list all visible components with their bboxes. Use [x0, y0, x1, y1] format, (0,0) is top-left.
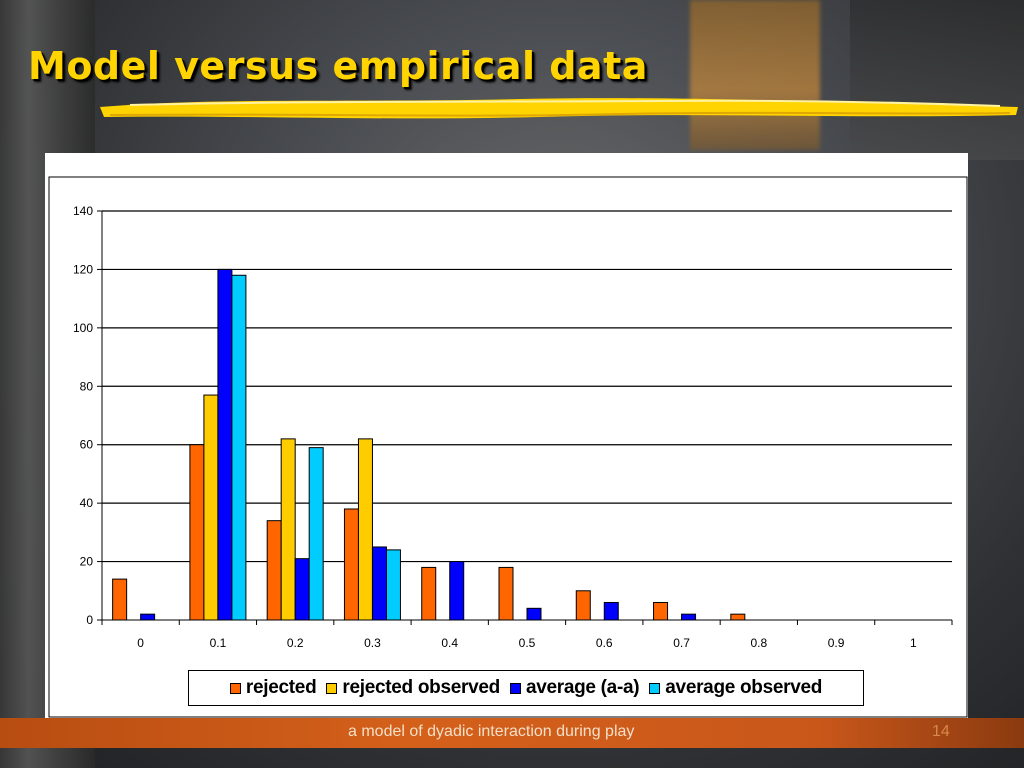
legend-label: average observed: [665, 677, 823, 698]
bar: [730, 613, 746, 621]
x-tick-label: 0.7: [673, 636, 690, 650]
slide-title: Model versus empirical data: [28, 44, 648, 88]
y-tick-label: 0: [86, 613, 93, 627]
x-tick-label: 0.5: [519, 636, 536, 650]
y-tick-label: 20: [80, 555, 94, 569]
bar: [653, 601, 669, 621]
y-tick-label: 100: [73, 321, 93, 335]
bar: [603, 601, 619, 621]
title-underline-brushstroke: [100, 98, 1018, 119]
x-tick-label: 0.3: [364, 636, 381, 650]
bar: [343, 508, 359, 621]
legend-swatch: [509, 682, 521, 694]
bar: [231, 274, 247, 621]
footer-text: a model of dyadic interaction during pla…: [348, 723, 635, 740]
bar: [385, 549, 401, 621]
x-tick-label: 0.9: [828, 636, 845, 650]
x-tick-label: 1: [910, 636, 917, 650]
x-tick-label: 0.6: [596, 636, 613, 650]
legend-swatch: [649, 682, 661, 694]
bar: [421, 566, 437, 621]
x-tick-label: 0: [137, 636, 144, 650]
y-tick-label: 80: [80, 379, 94, 393]
bar: [449, 561, 465, 621]
y-tick-label: 140: [73, 204, 93, 218]
bar: [575, 590, 591, 621]
x-tick-label: 0.4: [441, 636, 458, 650]
y-tick-label: 120: [73, 262, 93, 276]
legend-label: rejected: [245, 677, 317, 698]
x-tick-label: 0.2: [287, 636, 304, 650]
bar: [498, 566, 514, 621]
chart-border: [48, 176, 968, 718]
bar: [294, 558, 310, 621]
bar: [140, 613, 156, 621]
legend-item: rejected: [229, 677, 317, 699]
bars: [112, 268, 746, 621]
bar: [681, 613, 697, 621]
legend-label: average (a-a): [525, 677, 640, 698]
bar: [266, 520, 282, 621]
bar: [371, 546, 387, 621]
background-dark-shape: [850, 0, 1024, 160]
y-tick-label: 60: [80, 438, 94, 452]
bar-chart: 0 20 40 60 80 100 120 140 0 0.1 0.2 0.3 0.4 0.5 0.6 0.7…: [48, 176, 968, 718]
legend-item: average (a-a): [509, 677, 640, 699]
slide-number: 14: [932, 723, 950, 740]
bar: [308, 447, 324, 621]
y-tick-label: 40: [80, 496, 94, 510]
legend-label: rejected observed: [342, 677, 500, 698]
chart-panel: 0 20 40 60 80 100 120 140 0 0.1 0.2 0.3 0.4 0.5 0.6 0.7…: [45, 153, 968, 718]
legend-item: average observed: [649, 677, 822, 699]
legend-swatch: [326, 682, 338, 694]
bar: [189, 444, 205, 621]
bar: [280, 438, 296, 621]
background-orange-shape: [690, 0, 820, 150]
axes: 0 20 40 60 80 100 120 140 0 0.1 0.2 0.3 0.4 0.5 0.6 0.7…: [73, 204, 953, 650]
bar: [357, 438, 373, 621]
legend-swatch: [229, 682, 241, 694]
x-tick-label: 0.1: [210, 636, 227, 650]
bar: [526, 607, 542, 621]
bar: [203, 394, 219, 621]
legend: rejected rejected observed average (a-a) av…: [188, 670, 864, 706]
bar: [112, 578, 128, 621]
legend-item: rejected observed: [326, 677, 500, 699]
bar: [217, 268, 233, 621]
footer-bar: [0, 718, 1024, 748]
x-tick-label: 0.8: [750, 636, 767, 650]
